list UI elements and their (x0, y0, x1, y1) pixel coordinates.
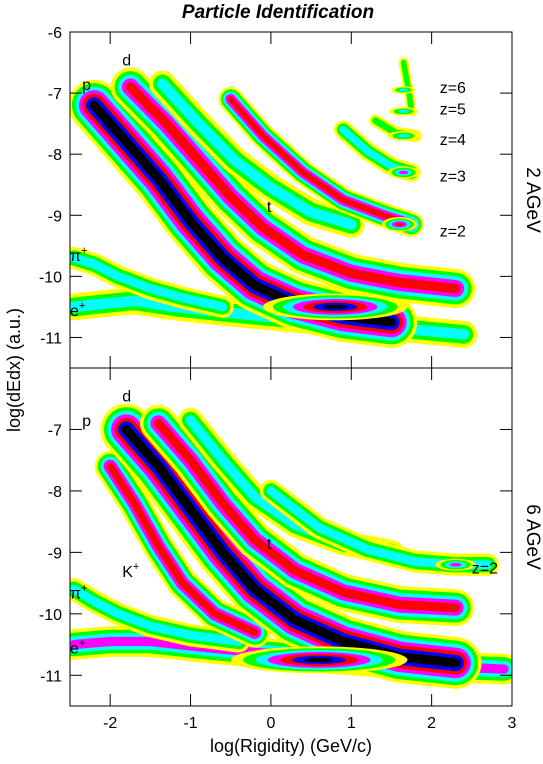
annotation-z5: z=5 (440, 101, 466, 118)
band-z2-level-4 (227, 96, 415, 228)
x-tick-label: -1 (183, 715, 197, 732)
y-tick-label: -8 (48, 147, 62, 164)
y-ticks-6agev: -7 -8 -9 -10 -11 (39, 422, 512, 685)
y-tick-label: -7 (48, 86, 62, 103)
annotation-z2: z=2 (472, 561, 498, 578)
band-d-level-4 (153, 418, 461, 613)
blob-1-level-3 (450, 562, 462, 567)
annotation-d: d (122, 53, 131, 70)
y-tick-label: -9 (48, 208, 62, 225)
y-ticks-2agev: -6 -7 -8 -9 -10 -11 (39, 25, 512, 347)
y-tick-label: -10 (39, 607, 62, 624)
annotation-z4: z=4 (440, 132, 466, 149)
y-axis-label: log(dEdx) (a.u.) (4, 308, 24, 432)
annotation-t: t (267, 199, 272, 216)
heatmap-6agev (70, 403, 512, 689)
band-K-level-4 (106, 462, 259, 637)
blob-1-level-4 (395, 222, 404, 227)
y-tick-label: -11 (40, 668, 62, 685)
y-tick-label: -7 (48, 422, 62, 439)
chart-title: Particle Identification (182, 2, 374, 23)
y-tick-label: -11 (40, 330, 62, 347)
blob-4-level-2 (398, 109, 409, 113)
x-axis-ticks: -2 -1 0 1 2 3 (103, 32, 517, 732)
x-tick-label: 2 (427, 715, 436, 732)
x-tick-label: 3 (508, 715, 517, 732)
blob-0-level-6 (323, 304, 348, 310)
blob-0-level-6 (304, 657, 334, 663)
annotation-K: K+ (122, 561, 139, 581)
annotation-p: p (82, 77, 91, 94)
annotation-z6: z=6 (440, 80, 466, 97)
side-label-6agev: 6 AGeV (522, 504, 543, 570)
annotation-p: p (82, 413, 91, 430)
y-tick-label: -10 (39, 269, 62, 286)
x-tick-label: 1 (347, 715, 356, 732)
band-d-level-4 (125, 82, 461, 294)
band-t-level-2 (157, 78, 357, 230)
annotation-z2: z=2 (440, 224, 466, 241)
blob-3-level-2 (397, 134, 410, 138)
y-tick-label: -6 (48, 25, 62, 42)
annotation-z3: z=3 (440, 169, 466, 186)
x-tick-label: -2 (103, 715, 117, 732)
x-axis-label: log(Rigidity) (GeV/c) (210, 736, 372, 756)
band-pi-level-2 (70, 584, 244, 646)
blob-5-level-2 (399, 88, 408, 92)
annotation-t: t (267, 536, 272, 553)
side-label-2agev: 2 AGeV (522, 167, 543, 233)
blob-2-level-3 (398, 170, 409, 175)
y-tick-label: -8 (48, 484, 62, 501)
annotation-d: d (122, 389, 131, 406)
heatmap-2agev (70, 57, 478, 348)
y-tick-label: -9 (48, 545, 62, 562)
band-pi-level-2 (70, 253, 228, 312)
x-tick-label: 0 (266, 715, 275, 732)
panel-frame (69, 367, 513, 707)
